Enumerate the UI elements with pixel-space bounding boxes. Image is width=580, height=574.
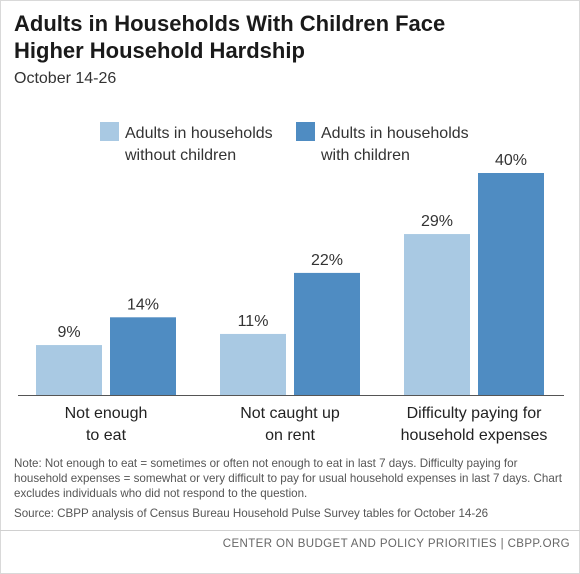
legend-label-1-1: with children [320, 147, 410, 164]
category-label-0-0: Not enough [65, 405, 148, 422]
legend-swatch-1 [296, 122, 315, 141]
bar-2-0 [404, 234, 470, 395]
chart-title: Adults in Households With Children Face … [14, 11, 446, 63]
bar-label-2-0: 29% [421, 213, 453, 230]
category-label-1-1: on rent [265, 427, 315, 444]
legend-label-0-0: Adults in households [125, 125, 273, 142]
footer-divider [0, 530, 580, 531]
chart-subtitle: October 14-26 [14, 70, 117, 87]
category-label-2-1: household expenses [401, 427, 548, 444]
bar-label-2-1: 40% [495, 152, 527, 169]
bar-2-1 [478, 173, 544, 395]
bar-1-1 [294, 272, 360, 395]
bar-0-1 [110, 317, 176, 395]
chart-note: Note: Not enough to eat = sometimes or o… [14, 457, 562, 500]
bar-label-1-1: 22% [311, 252, 343, 269]
legend-label-0-1: without children [124, 147, 236, 164]
bar-label-1-0: 11% [238, 313, 269, 330]
category-label-1-0: Not caught up [240, 405, 340, 422]
bar-1-0 [220, 333, 286, 395]
legend-swatch-0 [100, 122, 119, 141]
bar-chart: Adults in households without children Adul… [18, 122, 564, 444]
category-label-2-0: Difficulty paying for [407, 405, 543, 422]
bar-label-0-0: 9% [57, 324, 80, 341]
category-label-0-1: to eat [86, 427, 127, 444]
bar-0-0 [36, 345, 102, 395]
bar-label-0-1: 14% [127, 296, 159, 313]
chart-source: Source: CBPP analysis of Census Bureau H… [14, 507, 489, 520]
legend-label-1-0: Adults in households [321, 125, 469, 142]
footer-credit: CENTER ON BUDGET AND POLICY PRIORITIES |… [222, 538, 570, 550]
